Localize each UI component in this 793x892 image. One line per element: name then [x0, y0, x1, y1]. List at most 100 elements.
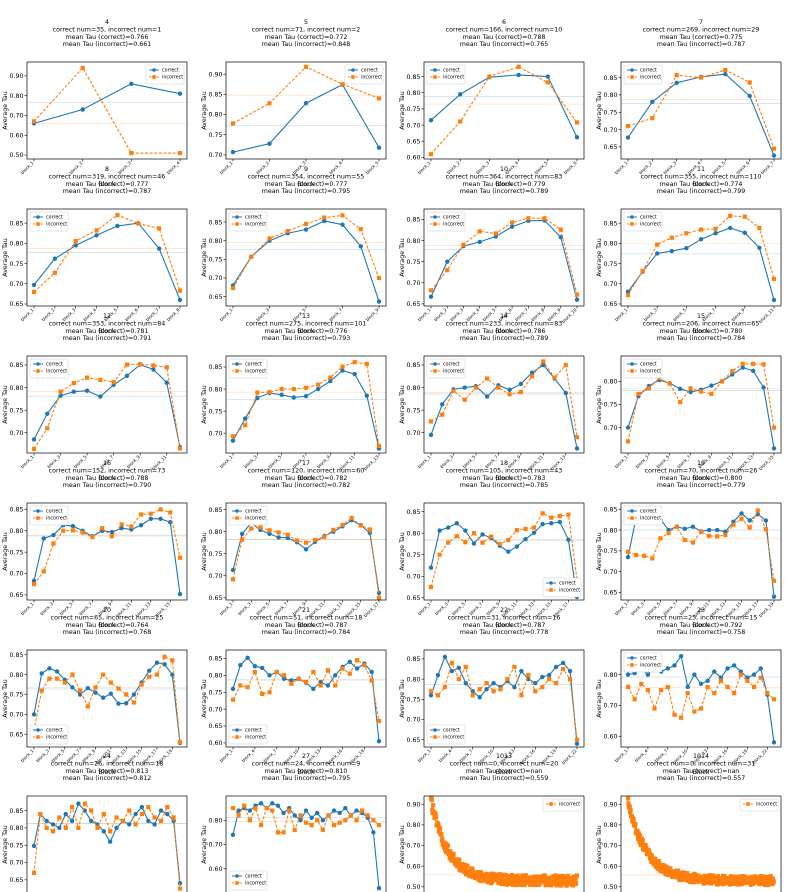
data-point-incorrect	[652, 706, 657, 711]
data-point-correct	[428, 294, 434, 299]
data-point-incorrect	[114, 815, 119, 820]
data-point-incorrect	[50, 829, 56, 834]
y-tick-label: 0.80	[208, 386, 222, 393]
y-tick-label: 0.70	[603, 425, 617, 432]
y-tick-label: 0.80	[9, 385, 23, 392]
data-point-correct	[156, 246, 162, 251]
y-tick-label: 0.80	[406, 238, 420, 245]
legend-label-incorrect: incorrect	[640, 75, 661, 81]
data-point-correct	[369, 669, 374, 675]
data-point-incorrect	[550, 879, 556, 884]
y-tick-label: 0.80	[9, 672, 23, 679]
legend-label-incorrect: incorrect	[162, 75, 183, 81]
data-point-incorrect	[512, 879, 518, 884]
subplot-subtitle: mean Tau (incorrect)=0.799	[657, 188, 746, 195]
data-point-correct	[557, 519, 563, 525]
data-point-incorrect	[337, 820, 342, 825]
data-point-correct	[177, 297, 183, 303]
legend-label-incorrect: incorrect	[640, 222, 661, 228]
data-point-incorrect	[165, 804, 170, 810]
plot-frame	[26, 208, 188, 307]
data-point-correct	[519, 668, 524, 674]
subplot-subtitle: correct num=71, incorrect num=2	[252, 26, 361, 33]
subplot-subtitle: mean Tau (incorrect)=0.793	[262, 335, 351, 342]
data-point-incorrect	[665, 684, 670, 690]
data-point-correct	[698, 237, 704, 242]
data-point-incorrect	[260, 691, 265, 697]
data-point-incorrect	[719, 379, 724, 384]
data-point-correct	[730, 372, 735, 377]
data-point-incorrect	[240, 537, 245, 542]
y-tick-label: 0.70	[406, 717, 420, 724]
data-point-correct	[435, 672, 441, 678]
y-tick-label: 0.50	[9, 152, 23, 159]
data-point-correct	[549, 521, 554, 526]
plot-frame	[26, 61, 188, 160]
y-tick-label: 0.85	[9, 362, 23, 369]
data-point-correct	[442, 654, 448, 660]
data-point-incorrect	[127, 808, 132, 813]
data-point-incorrect	[230, 577, 236, 582]
series-line-incorrect	[33, 214, 181, 293]
data-point-correct	[463, 680, 468, 686]
data-point-incorrect	[692, 879, 698, 884]
data-point-incorrect	[560, 666, 566, 672]
data-point-incorrect	[760, 875, 766, 880]
subplot-title: 10	[500, 166, 508, 173]
data-point-correct	[114, 825, 119, 831]
subplot-subtitle: correct num=206, incorrect num=65	[643, 320, 760, 327]
data-point-correct	[625, 672, 631, 677]
data-point-incorrect	[437, 552, 442, 557]
data-point-incorrect	[555, 882, 560, 888]
series-line-correct	[33, 83, 181, 124]
data-point-incorrect	[545, 80, 550, 85]
data-point-correct	[456, 665, 462, 670]
y-tick-label: 0.85	[406, 656, 420, 663]
data-point-correct	[337, 810, 342, 816]
legend-label-incorrect: incorrect	[245, 369, 266, 375]
data-point-incorrect	[771, 425, 777, 430]
data-point-incorrect	[674, 73, 679, 78]
data-point-incorrect	[292, 827, 297, 833]
data-point-correct	[127, 822, 132, 827]
data-point-correct	[655, 251, 660, 256]
data-point-incorrect	[574, 435, 580, 440]
data-point-incorrect	[668, 866, 673, 871]
subplot-subtitle: correct num=152, incorrect num=73	[49, 467, 166, 474]
data-point-correct	[445, 525, 451, 530]
y-tick-label: 0.85	[208, 656, 222, 663]
data-point-incorrect	[507, 873, 512, 879]
subplot-subtitle: mean Tau (incorrect)=0.791	[63, 335, 152, 342]
data-point-correct	[771, 153, 777, 158]
data-point-incorrect	[355, 658, 360, 663]
subplot-subtitle: mean Tau (incorrect)=0.768	[63, 629, 152, 636]
subplot-subtitle: correct num=31, incorrect num=16	[448, 614, 561, 621]
legend-label-correct: correct	[361, 68, 378, 74]
data-point-incorrect	[71, 380, 76, 386]
data-point-correct	[713, 231, 718, 236]
data-point-incorrect	[258, 823, 264, 828]
data-point-incorrect	[755, 508, 760, 513]
data-point-incorrect	[715, 534, 720, 539]
data-point-incorrect	[532, 878, 537, 883]
y-axis-label: Average Tau	[399, 825, 406, 864]
data-point-incorrect	[360, 808, 365, 813]
data-point-incorrect	[751, 684, 757, 690]
legend-label-incorrect: incorrect	[443, 735, 464, 741]
legend-marker-correct	[630, 215, 634, 219]
subplot-subtitle: mean Tau (correct)=0.772	[265, 34, 348, 41]
data-point-incorrect	[515, 873, 520, 878]
subplot-subtitle: mean Tau (incorrect)=0.789	[460, 188, 549, 195]
plot-frame	[423, 208, 585, 307]
subplot-title: 14	[500, 313, 508, 320]
legend-box	[739, 798, 779, 812]
legend-label-correct: correct	[640, 509, 657, 515]
y-tick-label: 0.85	[9, 507, 23, 514]
data-point-incorrect	[740, 881, 745, 886]
data-point-incorrect	[371, 818, 376, 823]
x-axis-label: Block	[692, 475, 709, 482]
series-line-incorrect	[430, 512, 578, 588]
y-tick-label: 0.80	[406, 385, 420, 392]
